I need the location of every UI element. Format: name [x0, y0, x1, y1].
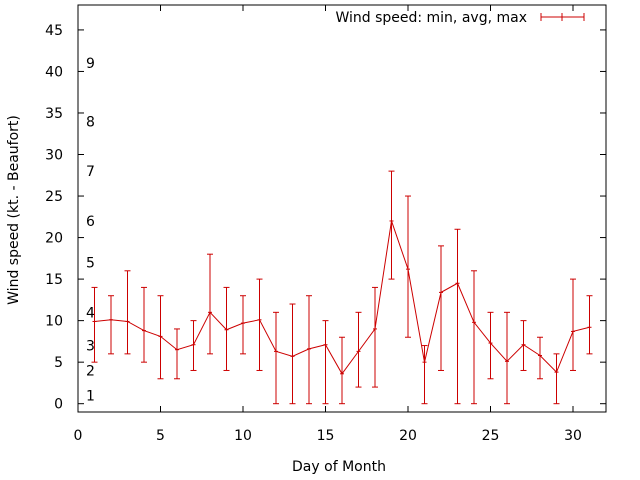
average-markers	[92, 220, 592, 375]
beaufort-label: 3	[86, 339, 95, 355]
y-tick-label: 0	[54, 397, 63, 413]
x-tick-label: 30	[564, 428, 582, 444]
y-tick-label: 30	[45, 148, 63, 164]
beaufort-label: 7	[86, 164, 95, 180]
x-axis-ticks: 0 5 10 15 20 25 30	[74, 5, 582, 444]
x-tick-label: 15	[317, 428, 335, 444]
beaufort-label: 9	[86, 56, 95, 72]
y-tick-label: 5	[54, 355, 63, 371]
x-tick-label: 0	[74, 428, 83, 444]
y-tick-label: 45	[45, 23, 63, 39]
beaufort-label: 4	[86, 305, 95, 321]
y-tick-label: 25	[45, 189, 63, 205]
error-bars	[91, 170, 593, 405]
beaufort-label: 1	[86, 388, 95, 404]
x-tick-label: 25	[482, 428, 500, 444]
beaufort-scale-labels: 1 2 3 4 5 6 7 8 9	[86, 56, 95, 404]
legend: Wind speed: min, avg, max	[335, 10, 585, 26]
y-axis-label: Wind speed (kt. - Beaufort)	[6, 115, 22, 305]
y-tick-label: 40	[45, 64, 63, 80]
x-tick-label: 20	[399, 428, 417, 444]
beaufort-label: 5	[86, 255, 95, 271]
legend-label: Wind speed: min, avg, max	[335, 10, 527, 26]
plot-border	[77, 4, 607, 413]
y-tick-label: 35	[45, 106, 63, 122]
y-tick-label: 15	[45, 272, 63, 288]
x-axis-label: Day of Month	[292, 459, 386, 475]
y-tick-label: 20	[45, 231, 63, 247]
y-tick-label: 10	[45, 314, 63, 330]
beaufort-label: 6	[86, 214, 95, 230]
x-tick-label: 10	[234, 428, 252, 444]
beaufort-label: 8	[86, 114, 95, 130]
beaufort-label: 2	[86, 363, 95, 379]
x-tick-label: 5	[156, 428, 165, 444]
